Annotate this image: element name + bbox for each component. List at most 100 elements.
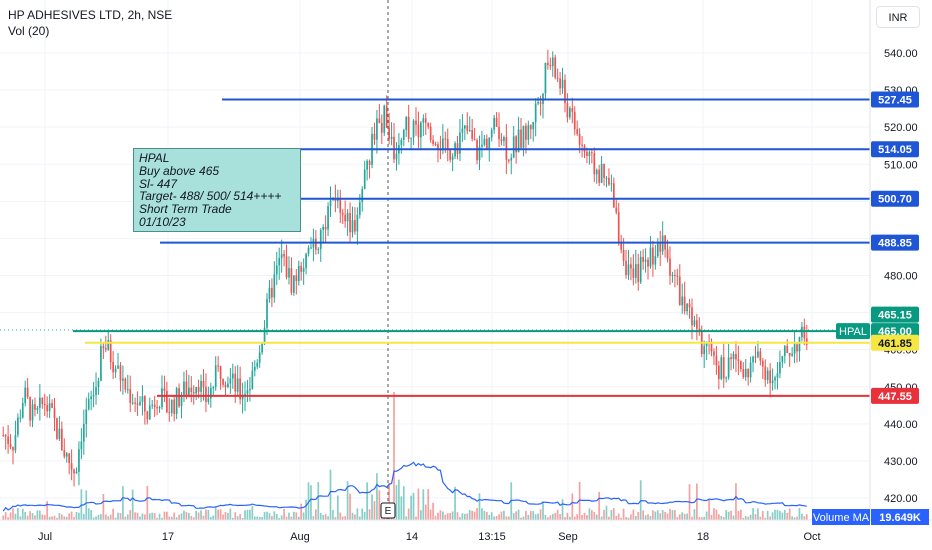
volume-bar: [617, 513, 620, 520]
candle-body: [302, 268, 305, 272]
time-tick-label: Sep: [558, 531, 578, 543]
candle-body: [87, 399, 90, 410]
volume-bar: [727, 511, 730, 520]
candle-body: [703, 346, 706, 355]
volume-bar: [451, 511, 454, 520]
candle-body: [195, 386, 198, 394]
candle-body: [647, 259, 649, 267]
volume-bar: [275, 514, 278, 520]
event-marker-label: E: [385, 506, 392, 517]
volume-bar: [786, 512, 789, 520]
volume-bar: [493, 516, 496, 520]
candle-body: [578, 133, 581, 145]
volume-bar: [227, 513, 229, 520]
event-marker[interactable]: E: [380, 502, 396, 519]
volume-bar: [183, 510, 185, 520]
volume-bar: [185, 511, 188, 520]
candle-body: [666, 249, 669, 259]
candle-body: [219, 365, 222, 379]
candle-body: [327, 206, 329, 230]
candle-body: [564, 79, 566, 104]
volume-bar: [564, 517, 566, 520]
volume-bar: [547, 517, 549, 520]
volume-bar: [231, 517, 234, 520]
candle-body: [803, 326, 806, 339]
candle-body: [622, 249, 625, 261]
volume-bar: [676, 517, 679, 520]
volume-bar: [415, 516, 417, 520]
candle-body: [559, 78, 561, 89]
candle-body: [632, 268, 635, 278]
volume-bar: [671, 510, 674, 520]
volume-bar: [278, 517, 281, 520]
volume-bar: [449, 512, 452, 520]
volume-bar: [542, 501, 544, 520]
candle-body: [97, 380, 100, 388]
candle-body: [187, 387, 190, 396]
volume-bar: [14, 513, 17, 520]
candle-body: [92, 394, 95, 397]
volume-bar: [2, 515, 5, 520]
volume-bar: [715, 509, 718, 520]
volume-bar: [420, 510, 422, 520]
volume-bar: [761, 510, 764, 520]
candle-body: [366, 160, 368, 170]
volume-bar: [263, 511, 266, 520]
volume-bar: [90, 510, 93, 520]
candle-body: [759, 351, 762, 361]
volume-bar: [691, 516, 693, 520]
price-tick-label: 480.00: [884, 271, 918, 283]
candle-body: [180, 396, 183, 407]
volume-bar: [466, 513, 469, 520]
price-tick-label: 440.00: [884, 419, 918, 431]
candle-body: [627, 264, 630, 275]
candle-body: [549, 65, 552, 67]
volume-bar: [632, 509, 635, 520]
candle-body: [126, 389, 129, 391]
volume-bar: [317, 482, 320, 520]
volume-bars: [2, 392, 808, 520]
candle-body: [420, 122, 422, 138]
volume-bar: [615, 515, 618, 520]
volume-bar: [46, 501, 49, 520]
volume-bar: [463, 513, 466, 520]
candle-body: [2, 434, 5, 436]
volume-bar: [781, 512, 784, 520]
candle-body: [305, 253, 307, 269]
note-line: Buy above 465: [139, 163, 220, 178]
candle-body: [490, 129, 493, 138]
candle-body: [12, 447, 14, 451]
volume-bar: [573, 516, 576, 520]
volume-bar: [583, 512, 586, 520]
volume-bar: [39, 510, 41, 520]
candle-body: [60, 428, 63, 451]
volume-bar: [302, 512, 305, 520]
trade-note[interactable]: HPAL Buy above 465 Sl- 447 Target- 488/ …: [133, 148, 301, 232]
volume-bar: [779, 510, 781, 520]
volume-bar: [283, 508, 285, 520]
candle-body: [307, 247, 310, 254]
candle-body: [595, 169, 598, 175]
symbol-tag[interactable]: HPAL: [839, 326, 867, 338]
candle-body: [131, 402, 134, 404]
volume-bar: [769, 516, 771, 520]
volume-indicator-label[interactable]: Vol (20): [8, 24, 50, 38]
volume-bar: [437, 512, 439, 520]
candle-body: [463, 125, 466, 129]
currency-button[interactable]: INR: [876, 6, 920, 28]
volume-bar: [532, 511, 535, 520]
candle-body: [271, 287, 273, 298]
volume-bar: [285, 516, 288, 520]
candle-body: [691, 307, 693, 326]
volume-bar: [442, 511, 444, 520]
volume-bar: [793, 517, 796, 520]
candle-body: [547, 62, 549, 66]
candle-body: [258, 352, 261, 363]
volume-bar: [805, 514, 808, 520]
symbol-tag-bg[interactable]: [836, 323, 870, 340]
candle-body: [424, 118, 427, 123]
candle-body: [493, 117, 496, 130]
volume-bar: [459, 516, 461, 520]
candle-body: [207, 398, 210, 402]
